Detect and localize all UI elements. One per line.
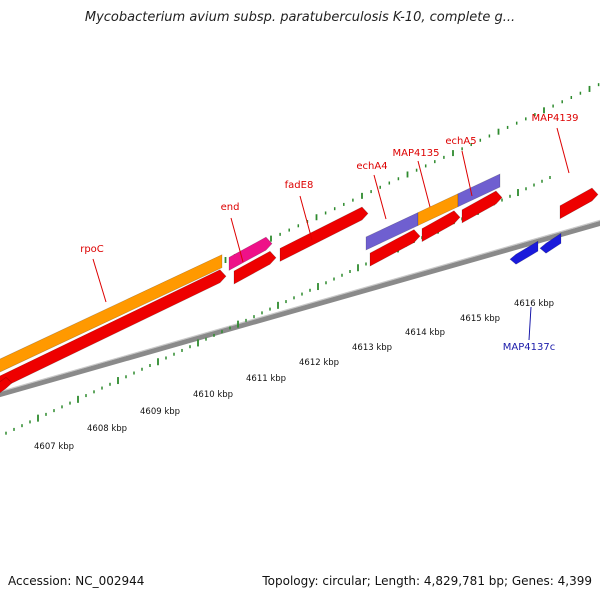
gene-MAP4137c[interactable] bbox=[509, 240, 539, 265]
gene-red-b[interactable] bbox=[421, 210, 461, 243]
gene-rpoB[interactable] bbox=[0, 269, 227, 392]
gene-end[interactable] bbox=[228, 236, 273, 271]
label-connector bbox=[373, 174, 387, 220]
gene-MAP4139[interactable] bbox=[559, 187, 599, 220]
label-connector bbox=[417, 160, 431, 208]
gene-label-echA4[interactable]: echA4 bbox=[356, 161, 387, 172]
gene-red-c[interactable] bbox=[461, 190, 503, 224]
label-connector bbox=[230, 217, 244, 263]
gene-left-edge[interactable] bbox=[0, 376, 13, 396]
scale-label: 4607 kbp bbox=[34, 442, 74, 452]
label-connector bbox=[461, 150, 473, 197]
scale-label: 4615 kbp bbox=[460, 314, 500, 324]
scale-label: 4608 kbp bbox=[87, 424, 127, 434]
gene-red-end-2[interactable] bbox=[233, 250, 277, 285]
gene-label-MAP4135[interactable]: MAP4135 bbox=[393, 148, 440, 159]
gene-label-fadE8[interactable]: fadE8 bbox=[285, 180, 314, 191]
scale-label: 4610 kbp bbox=[193, 390, 233, 400]
backbone-highlight bbox=[0, 219, 600, 393]
scale-label: 4616 kbp bbox=[514, 299, 554, 309]
gene-label-end[interactable]: end bbox=[221, 202, 240, 213]
gene-label-MAP4139[interactable]: MAP4139 bbox=[532, 113, 579, 124]
gene-echA5[interactable] bbox=[457, 173, 501, 208]
gene-label-rpoC[interactable]: rpoC bbox=[80, 244, 104, 255]
backbone-line bbox=[0, 220, 600, 398]
scale-label: 4611 kbp bbox=[246, 374, 286, 384]
gene-label-MAP4137c[interactable]: MAP4137c bbox=[503, 342, 555, 353]
genome-summary-text: Topology: circular; Length: 4,829,781 bp… bbox=[262, 574, 592, 588]
label-connector bbox=[92, 258, 107, 303]
label-connector bbox=[528, 306, 532, 341]
scale-label: 4609 kbp bbox=[140, 407, 180, 417]
map-title: Mycobacterium avium subsp. paratuberculo… bbox=[84, 10, 516, 25]
scale-label: 4613 kbp bbox=[352, 343, 392, 353]
label-connector bbox=[556, 127, 570, 174]
gene-blue-2[interactable] bbox=[539, 232, 562, 254]
gene-rpoC[interactable] bbox=[0, 254, 223, 375]
gene-label-echA5[interactable]: echA5 bbox=[445, 136, 476, 147]
label-connector bbox=[299, 195, 313, 241]
scale-label: 4612 kbp bbox=[299, 358, 339, 368]
accession-text: Accession: NC_002944 bbox=[8, 574, 145, 588]
scale-label: 4614 kbp bbox=[405, 328, 445, 338]
gene-red-a[interactable] bbox=[369, 229, 421, 267]
gene-fadE8[interactable] bbox=[279, 206, 369, 262]
